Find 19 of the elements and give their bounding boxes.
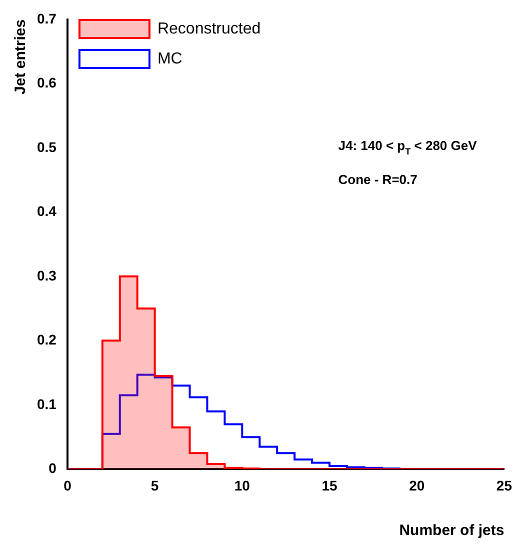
- x-tick-label: 15: [322, 477, 338, 494]
- x-tick-label: 10: [234, 477, 250, 494]
- y-tick-label: 0.7: [36, 10, 57, 26]
- legend-label: MC: [157, 50, 182, 68]
- y-axis-title: Jet entries: [12, 19, 30, 94]
- y-tick-label: 0.5: [36, 138, 57, 155]
- y-tick-label: 0.2: [36, 332, 57, 348]
- y-tick-label: 0.6: [36, 74, 57, 91]
- x-axis-title: Number of jets: [399, 522, 504, 540]
- y-tick-label: 0: [48, 460, 57, 476]
- x-tick-label: 0: [64, 477, 72, 494]
- y-tick-label: 0.4: [36, 203, 57, 220]
- x-tick-label: 20: [409, 477, 425, 494]
- y-tick-label: 0.1: [36, 396, 57, 412]
- y-tick-label: 0.3: [36, 267, 57, 284]
- legend-label: Reconstructed: [157, 20, 261, 38]
- x-tick-label: 5: [150, 477, 159, 494]
- x-tick-label: 25: [496, 477, 512, 494]
- annotation: Cone - R=0.7: [338, 172, 418, 187]
